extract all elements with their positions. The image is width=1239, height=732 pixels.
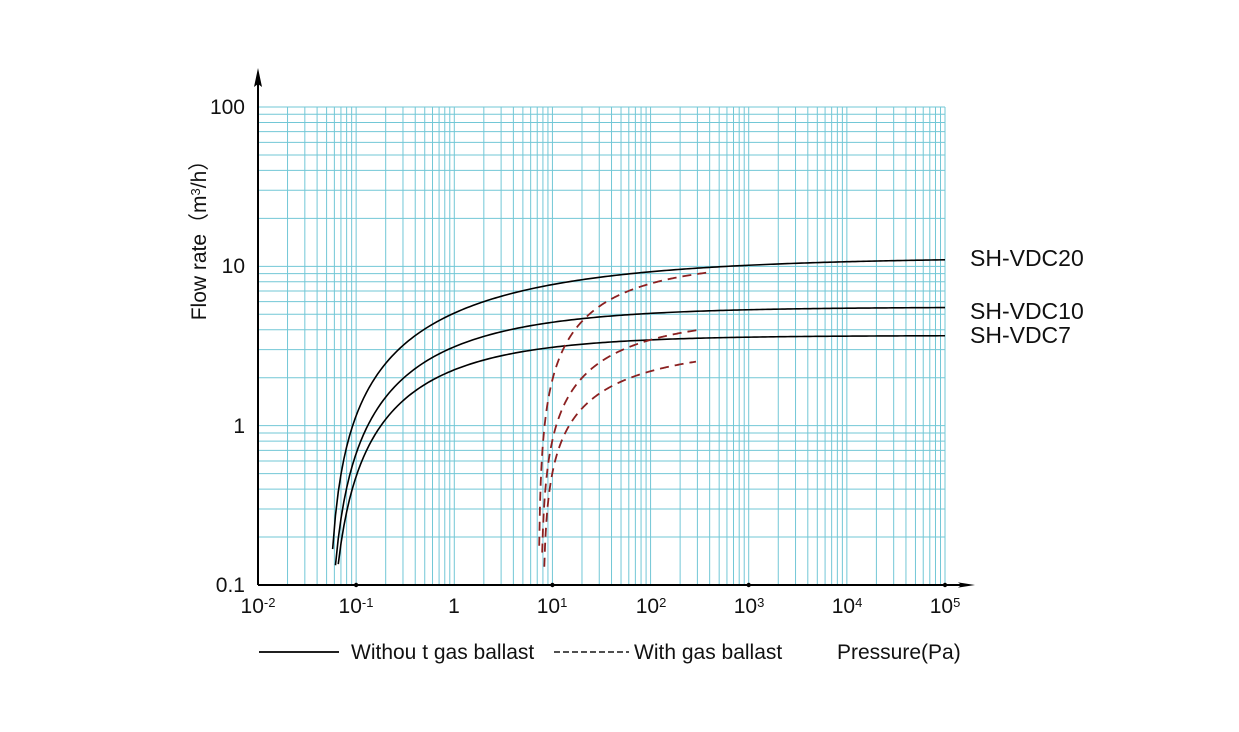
- svg-text:SH-VDC7: SH-VDC7: [970, 322, 1071, 348]
- svg-text:100: 100: [210, 96, 245, 119]
- svg-text:With gas ballast: With gas ballast: [634, 641, 782, 664]
- svg-text:10: 10: [222, 255, 245, 278]
- svg-text:0.1: 0.1: [216, 574, 245, 597]
- svg-text:1: 1: [448, 595, 460, 618]
- svg-text:Flow rate（m3/h）: Flow rate（m3/h）: [188, 150, 211, 321]
- svg-text:Withou t gas ballast: Withou t gas ballast: [351, 641, 534, 664]
- svg-text:Pressure(Pa): Pressure(Pa): [837, 641, 961, 664]
- svg-text:SH-VDC10: SH-VDC10: [970, 298, 1084, 324]
- svg-text:SH-VDC20: SH-VDC20: [970, 245, 1084, 271]
- svg-text:1: 1: [233, 415, 245, 438]
